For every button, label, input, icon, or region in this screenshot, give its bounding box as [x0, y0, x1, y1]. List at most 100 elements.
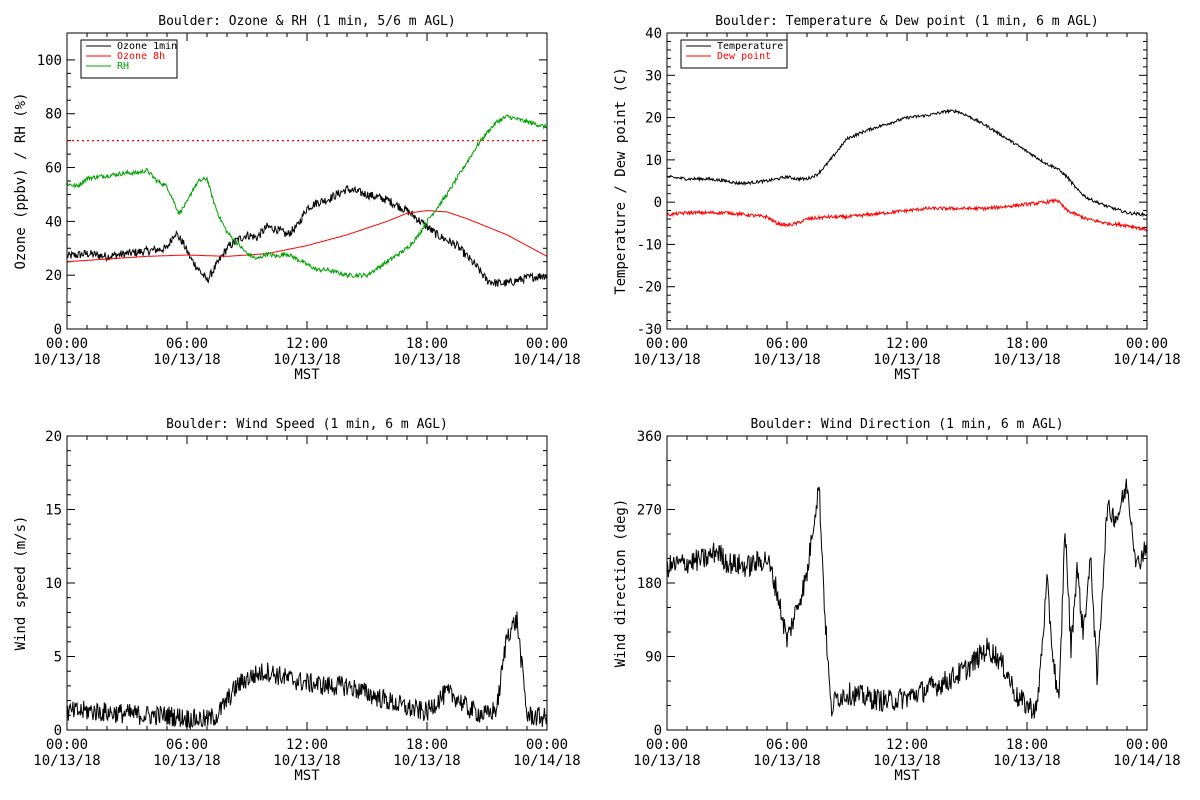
- y-tick-label: 360: [637, 429, 662, 445]
- y-tick-label: -10: [637, 237, 662, 253]
- plot-area: [667, 478, 1147, 719]
- chart-title: Boulder: Wind Direction (1 min, 6 m AGL): [750, 417, 1063, 432]
- y-tick-label: 0: [654, 195, 662, 211]
- y-tick-label: 10: [45, 576, 62, 592]
- x-tick-label-time: 06:00: [766, 336, 808, 352]
- legend-label: Dew point: [717, 51, 771, 62]
- y-tick-label: 40: [645, 26, 662, 42]
- y-tick-label: 40: [45, 214, 62, 230]
- x-axis-label: MST: [294, 367, 320, 383]
- x-tick-label-date: 10/13/18: [993, 753, 1060, 769]
- y-tick-label: 0: [54, 723, 62, 739]
- x-tick-label-time: 00:00: [46, 737, 88, 753]
- legend-label: Temperature: [717, 41, 783, 52]
- x-tick-label-date: 10/13/18: [633, 352, 700, 368]
- y-axis-label: Wind speed (m/s): [13, 516, 29, 651]
- y-tick-label: 100: [37, 53, 62, 69]
- x-tick-label-date: 10/13/18: [153, 753, 220, 769]
- plot-area: [67, 611, 547, 730]
- x-tick-label-time: 12:00: [286, 336, 328, 352]
- y-tick-label: 20: [45, 429, 62, 445]
- x-tick-label-time: 00:00: [1126, 737, 1168, 753]
- x-tick-label-date: 10/13/18: [753, 352, 820, 368]
- plot-area: [67, 114, 547, 287]
- x-tick-label-time: 12:00: [286, 737, 328, 753]
- y-tick-label: 60: [45, 161, 62, 177]
- y-tick-label: 0: [654, 723, 662, 739]
- legend-label: Ozone 8h: [117, 51, 165, 62]
- x-tick-label-date: 10/13/18: [993, 352, 1060, 368]
- x-tick-label-date: 10/13/18: [33, 352, 100, 368]
- x-tick-label-time: 18:00: [1006, 336, 1048, 352]
- plot-frame: [666, 435, 1148, 731]
- y-tick-label: 20: [645, 111, 662, 127]
- y-tick-label: 20: [45, 268, 62, 284]
- chart-title: Boulder: Temperature & Dew point (1 min,…: [715, 14, 1099, 29]
- y-tick-label: 15: [45, 503, 62, 519]
- series-line-1: [67, 611, 547, 730]
- x-tick-label-time: 00:00: [1126, 336, 1168, 352]
- y-tick-label: 5: [54, 650, 62, 666]
- x-tick-label-time: 12:00: [886, 336, 928, 352]
- y-tick-label: 0: [54, 322, 62, 338]
- series-line-2: [67, 210, 547, 263]
- x-tick-label-date: 10/13/18: [753, 753, 820, 769]
- chart-panel-1: Boulder: Ozone & RH (1 min, 5/6 m AGL) 0 2…: [13, 14, 581, 383]
- x-axis-label: MST: [894, 768, 920, 784]
- series-line-1: [667, 478, 1147, 719]
- x-tick-label-time: 18:00: [406, 737, 448, 753]
- x-tick-label-date: 10/13/18: [633, 753, 700, 769]
- x-tick-label-date: 10/14/18: [1113, 352, 1180, 368]
- x-tick-label-time: 00:00: [646, 336, 688, 352]
- x-tick-label-time: 18:00: [1006, 737, 1048, 753]
- x-tick-label-time: 00:00: [46, 336, 88, 352]
- x-tick-label-date: 10/13/18: [273, 352, 340, 368]
- series-line-1: [667, 108, 1147, 218]
- chart-title: Boulder: Ozone & RH (1 min, 5/6 m AGL): [158, 14, 455, 29]
- x-tick-label-date: 10/13/18: [873, 753, 940, 769]
- x-axis-label: MST: [294, 768, 320, 784]
- chart-panel-3: Boulder: Wind Speed (1 min, 6 m AGL) 0 5 10…: [13, 417, 581, 784]
- x-tick-label-date: 10/13/18: [153, 352, 220, 368]
- x-tick-label-date: 10/13/18: [33, 753, 100, 769]
- x-tick-label-date: 10/14/18: [1113, 753, 1180, 769]
- series-line-2: [667, 197, 1147, 232]
- x-tick-label-date: 10/14/18: [513, 352, 580, 368]
- x-tick-label-time: 00:00: [526, 737, 568, 753]
- x-axis-label: MST: [894, 367, 920, 383]
- x-tick-label-date: 10/13/18: [393, 753, 460, 769]
- x-tick-label-time: 12:00: [886, 737, 928, 753]
- chart-panel-2: Boulder: Temperature & Dew point (1 min,…: [613, 14, 1181, 383]
- x-tick-label-time: 06:00: [166, 737, 208, 753]
- x-tick-label-time: 06:00: [166, 336, 208, 352]
- y-tick-label: 10: [645, 153, 662, 169]
- y-axis-label: Temperature / Dew point (C): [613, 67, 629, 295]
- plot-frame: [666, 32, 1148, 330]
- y-tick-label: 30: [645, 68, 662, 84]
- x-tick-label-date: 10/13/18: [873, 352, 940, 368]
- x-tick-label-date: 10/13/18: [393, 352, 460, 368]
- y-tick-label: -30: [637, 322, 662, 338]
- plot-frame: [66, 32, 548, 330]
- x-tick-label-time: 00:00: [646, 737, 688, 753]
- plot-frame: [66, 435, 548, 731]
- x-tick-label-time: 00:00: [526, 336, 568, 352]
- x-tick-label-time: 18:00: [406, 336, 448, 352]
- plot-area: [667, 108, 1147, 232]
- y-tick-label: 270: [637, 503, 662, 519]
- x-tick-label-date: 10/13/18: [273, 753, 340, 769]
- chart-panel-4: Boulder: Wind Direction (1 min, 6 m AGL)…: [613, 417, 1181, 784]
- legend-box: [680, 39, 788, 69]
- y-tick-label: 90: [645, 650, 662, 666]
- chart-title: Boulder: Wind Speed (1 min, 6 m AGL): [166, 417, 448, 432]
- series-line-1: [67, 184, 547, 287]
- x-tick-label-time: 06:00: [766, 737, 808, 753]
- y-axis-label: Wind direction (deg): [613, 499, 629, 668]
- series-line-3: [67, 114, 547, 279]
- legend-label: RH: [117, 61, 129, 72]
- y-tick-label: 180: [637, 576, 662, 592]
- y-tick-label: 80: [45, 107, 62, 123]
- y-axis-label: Ozone (ppbv) / RH (%): [13, 92, 29, 269]
